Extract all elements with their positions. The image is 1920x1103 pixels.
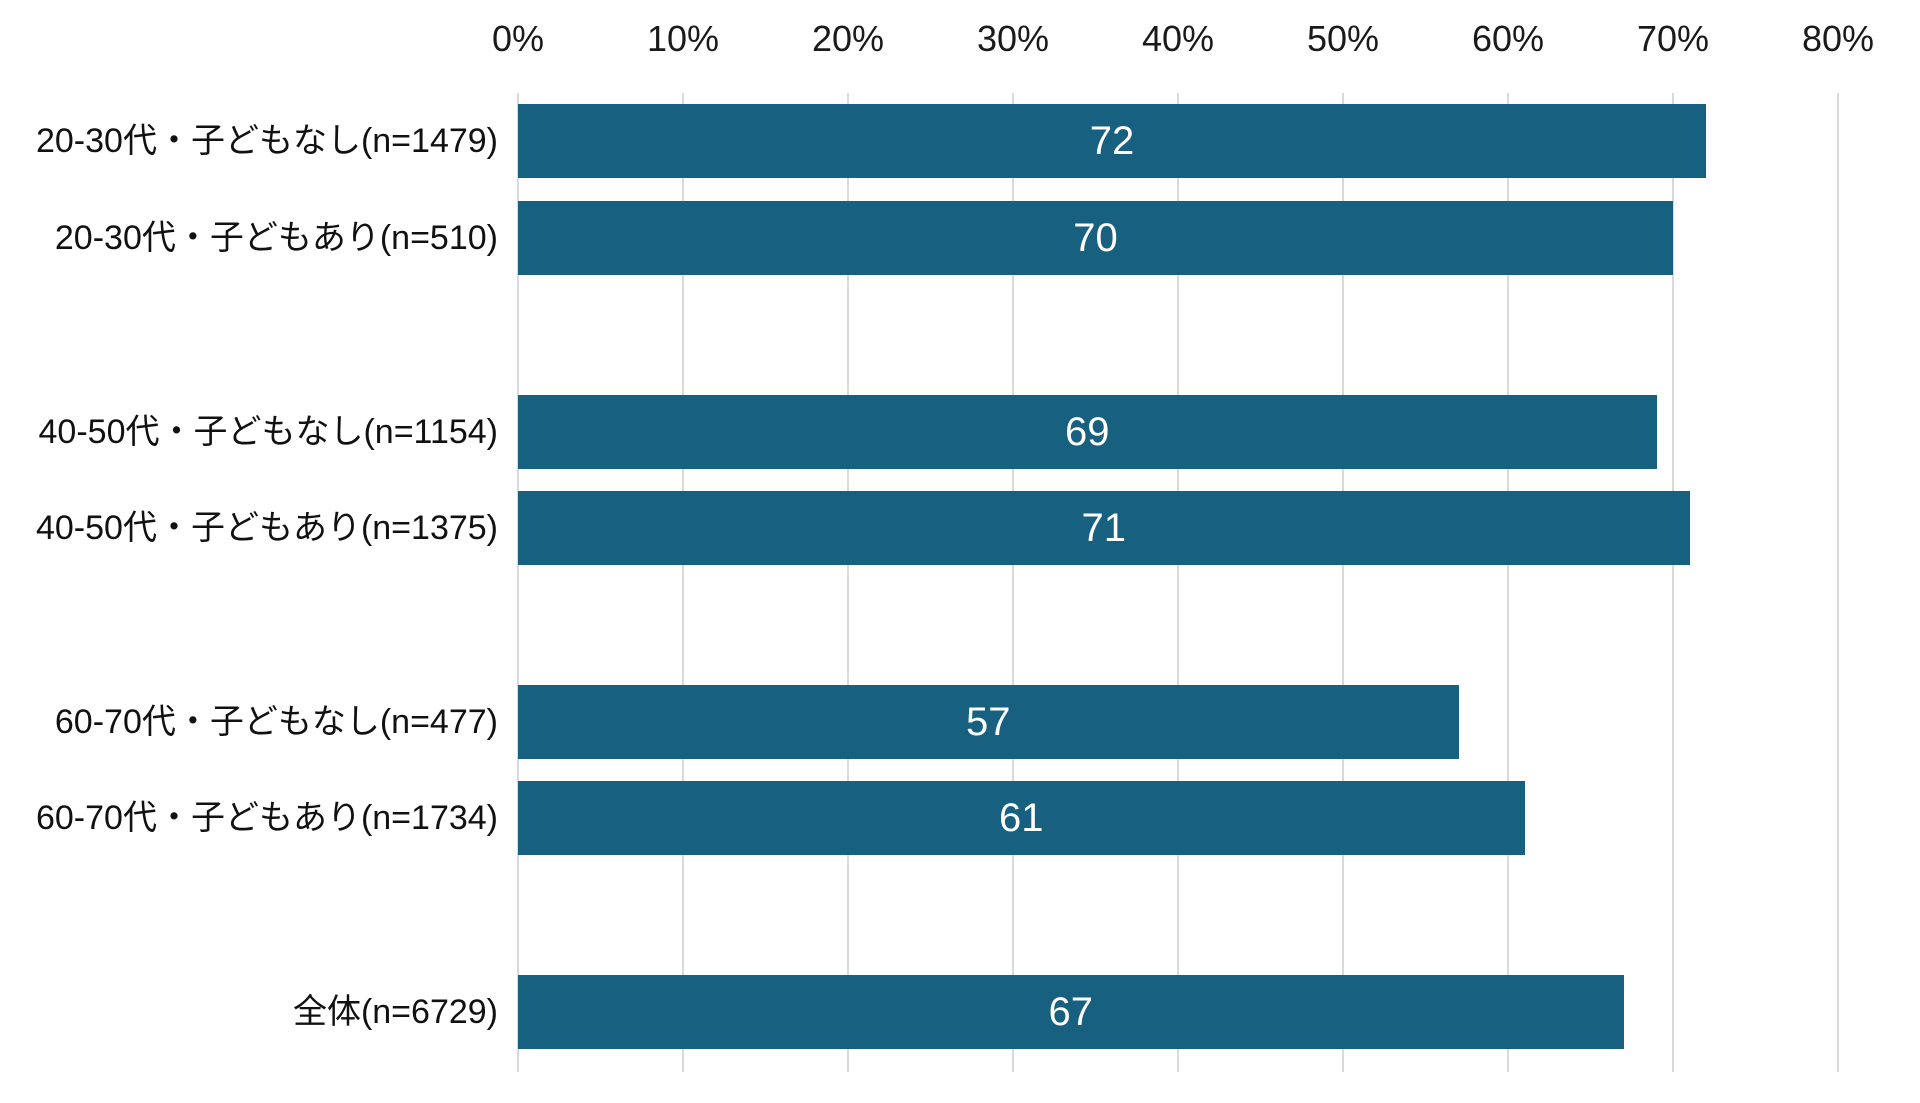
category-label: 40-50代・子どもなし(n=1154) xyxy=(38,412,498,451)
bar: 67 xyxy=(518,974,1624,1049)
gridline xyxy=(1672,93,1674,1072)
category-label: 40-50代・子どもあり(n=1375) xyxy=(35,509,498,548)
bar: 71 xyxy=(518,491,1690,566)
x-axis-tick-label: 30% xyxy=(976,18,1050,59)
gridline xyxy=(517,93,519,1072)
bar-value-label: 69 xyxy=(1065,409,1110,454)
gridline xyxy=(1342,93,1344,1072)
bar-value-label: 71 xyxy=(1081,506,1127,551)
x-axis-tick-label: 40% xyxy=(1141,18,1215,59)
category-label: 60-70代・子どもなし(n=477) xyxy=(54,702,498,741)
bar: 70 xyxy=(518,201,1673,275)
bar: 69 xyxy=(518,394,1657,469)
category-label: 全体(n=6729) xyxy=(292,992,498,1031)
gridline xyxy=(1507,93,1509,1072)
bar-value-label: 72 xyxy=(1089,119,1135,164)
x-axis-tick-label: 60% xyxy=(1471,18,1545,59)
gridline xyxy=(1837,93,1839,1072)
bar: 57 xyxy=(518,684,1459,759)
bar-value-label: 70 xyxy=(1073,216,1118,260)
bar-value-label: 57 xyxy=(966,699,1011,744)
x-axis-tick-label: 0% xyxy=(491,18,545,59)
x-axis-tick-label: 50% xyxy=(1306,18,1380,59)
gridline xyxy=(847,93,849,1072)
x-axis-tick-label: 20% xyxy=(811,18,885,59)
gridline xyxy=(1012,93,1014,1072)
x-axis-tick-label: 80% xyxy=(1801,18,1875,59)
gridline xyxy=(1177,93,1179,1072)
bar: 72 xyxy=(518,104,1706,179)
bar: 61 xyxy=(518,781,1525,856)
x-axis-tick-label: 10% xyxy=(646,18,720,59)
gridline xyxy=(682,93,684,1072)
category-label: 20-30代・子どもあり(n=510) xyxy=(54,219,498,257)
bar-value-label: 61 xyxy=(999,796,1044,841)
x-axis-tick-label: 70% xyxy=(1636,18,1710,59)
bar-value-label: 67 xyxy=(1048,989,1094,1034)
category-label: 20-30代・子どもなし(n=1479) xyxy=(35,122,498,161)
category-label: 60-70代・子どもあり(n=1734) xyxy=(35,799,498,838)
